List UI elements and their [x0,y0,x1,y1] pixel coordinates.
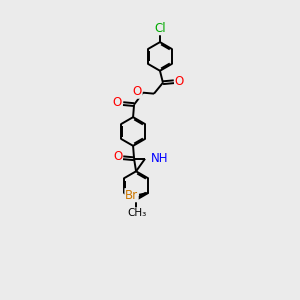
Text: O: O [112,96,122,109]
Text: Br: Br [125,189,138,202]
Text: Cl: Cl [154,22,166,35]
Text: NH: NH [151,152,169,165]
Text: O: O [133,85,142,98]
Text: CH₃: CH₃ [128,208,147,218]
Text: O: O [175,75,184,88]
Text: O: O [113,150,122,163]
